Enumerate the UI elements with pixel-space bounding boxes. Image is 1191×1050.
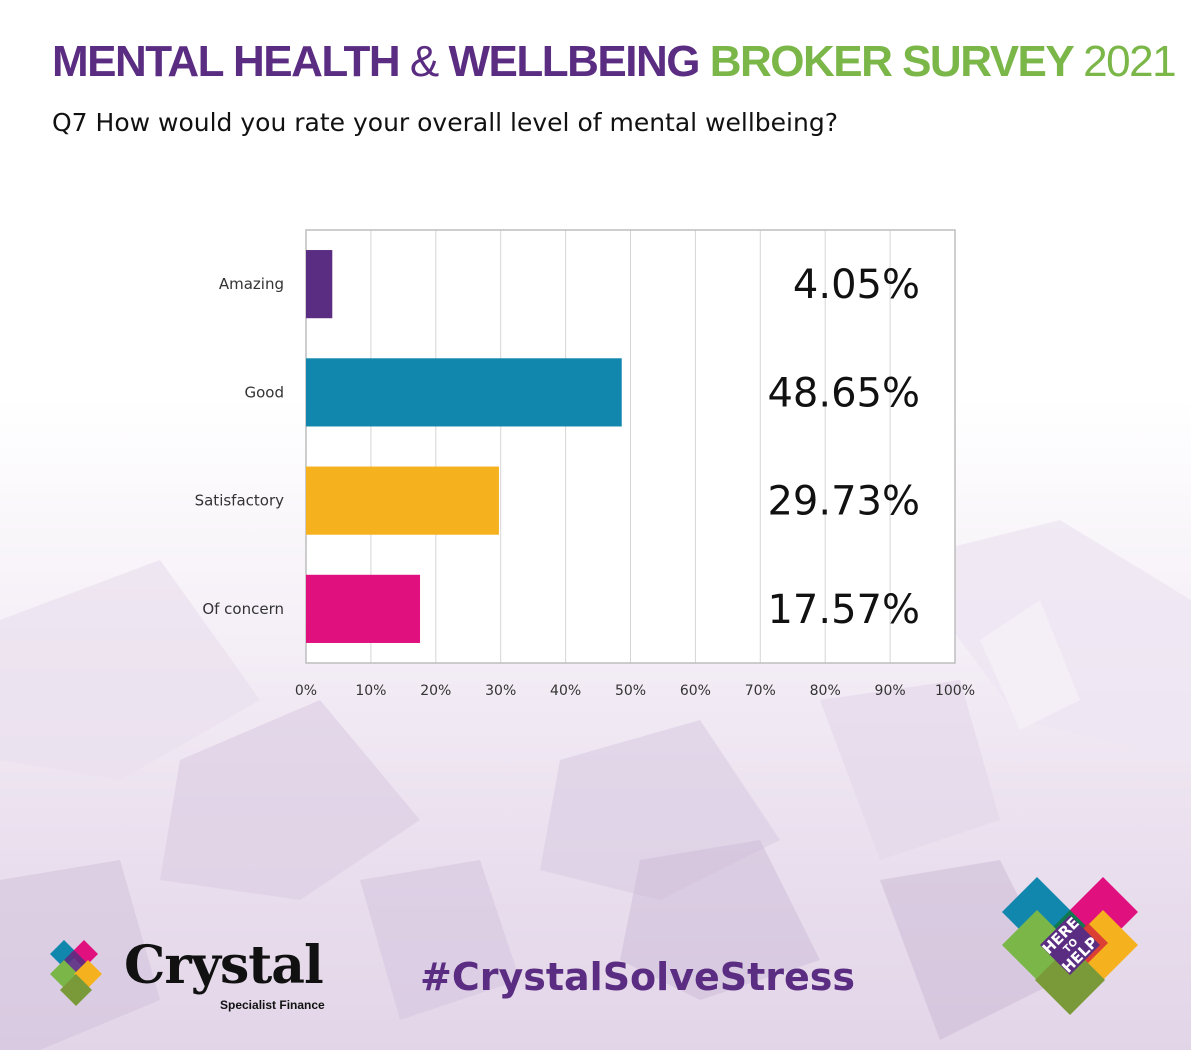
bar	[306, 358, 622, 427]
data-label: 17.57%	[767, 587, 920, 633]
hashtag: #CrystalSolveStress	[420, 955, 856, 999]
x-tick-label: 90%	[875, 683, 906, 699]
data-label: 48.65%	[767, 370, 920, 416]
x-tick-label: 40%	[550, 683, 581, 699]
x-tick-label: 60%	[680, 683, 711, 699]
x-tick-label: 50%	[615, 683, 646, 699]
x-tick-label: 0%	[295, 683, 317, 699]
x-tick-label: 30%	[485, 683, 516, 699]
category-label: Satisfactory	[195, 492, 285, 510]
bar	[306, 250, 333, 319]
title-wellbeing: WELLBEING	[448, 37, 700, 86]
x-tick-label: 20%	[420, 683, 451, 699]
x-tick-label: 70%	[745, 683, 776, 699]
crystal-logo-subtitle: Specialist Finance	[220, 998, 325, 1012]
plot-frame	[305, 229, 956, 664]
crystal-logo-icon	[50, 940, 102, 1006]
category-label: Good	[245, 383, 285, 401]
here-to-help-heart-icon: HERE TO HELP	[1002, 877, 1138, 1015]
data-label: 29.73%	[767, 479, 920, 525]
page-title: MENTAL HEALTH & WELLBEING BROKER SURVEY …	[52, 37, 1177, 86]
bar	[306, 466, 499, 535]
x-tick-label: 80%	[810, 683, 841, 699]
title-broker-survey: BROKER SURVEY	[709, 37, 1074, 86]
bar	[306, 574, 421, 643]
title-year: 2021	[1083, 37, 1176, 86]
crystal-logo-word: Crystal	[124, 935, 324, 996]
category-label: Amazing	[219, 275, 284, 293]
crystal-logo: Crystal Specialist Finance	[48, 938, 348, 1018]
category-label: Of concern	[202, 600, 284, 618]
survey-question: Q7 How would you rate your overall level…	[52, 108, 838, 137]
data-label: 4.05%	[793, 262, 920, 308]
x-tick-label: 100%	[935, 683, 975, 699]
x-tick-label: 10%	[355, 683, 386, 699]
title-mental-health: MENTAL HEALTH	[52, 37, 401, 86]
title-ampersand: &	[409, 37, 439, 86]
